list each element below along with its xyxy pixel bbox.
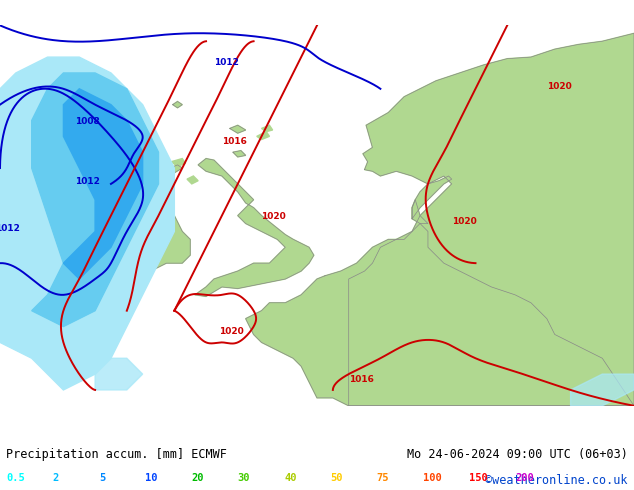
Polygon shape	[122, 211, 190, 271]
Polygon shape	[172, 101, 183, 108]
Polygon shape	[233, 150, 246, 157]
Polygon shape	[187, 176, 198, 184]
Text: 1008: 1008	[75, 117, 100, 125]
Text: 1012: 1012	[214, 58, 239, 67]
Text: 1016: 1016	[222, 137, 247, 147]
Text: ©weatheronline.co.uk: ©weatheronline.co.uk	[485, 474, 628, 487]
Polygon shape	[63, 89, 143, 279]
Polygon shape	[412, 200, 428, 223]
Text: 75: 75	[377, 473, 389, 483]
Polygon shape	[195, 159, 314, 296]
Polygon shape	[230, 125, 246, 133]
Text: 1012: 1012	[0, 224, 20, 233]
Polygon shape	[166, 165, 183, 173]
Polygon shape	[95, 358, 143, 390]
Text: 150: 150	[469, 473, 488, 483]
Polygon shape	[246, 223, 634, 406]
Text: 1020: 1020	[219, 327, 243, 337]
Text: 20: 20	[191, 473, 204, 483]
Text: 50: 50	[330, 473, 343, 483]
Text: 1020: 1020	[451, 217, 477, 225]
Text: 200: 200	[515, 473, 534, 483]
Polygon shape	[262, 125, 273, 132]
Text: 5: 5	[99, 473, 105, 483]
Polygon shape	[412, 176, 451, 219]
Text: Mo 24-06-2024 09:00 UTC (06+03): Mo 24-06-2024 09:00 UTC (06+03)	[407, 448, 628, 461]
Polygon shape	[257, 132, 269, 140]
Text: 2: 2	[53, 473, 59, 483]
Text: 1012: 1012	[75, 177, 100, 186]
Polygon shape	[571, 374, 634, 406]
Polygon shape	[349, 33, 634, 406]
Text: 100: 100	[423, 473, 442, 483]
Text: 40: 40	[284, 473, 297, 483]
Polygon shape	[171, 159, 185, 167]
Text: 1016: 1016	[349, 375, 373, 384]
Text: 30: 30	[238, 473, 250, 483]
Text: 1020: 1020	[262, 212, 287, 221]
Text: Precipitation accum. [mm] ECMWF: Precipitation accum. [mm] ECMWF	[6, 448, 227, 461]
Text: 1020: 1020	[547, 82, 572, 91]
Text: 10: 10	[145, 473, 158, 483]
Polygon shape	[0, 57, 174, 390]
Polygon shape	[32, 73, 158, 326]
Text: 0.5: 0.5	[6, 473, 25, 483]
